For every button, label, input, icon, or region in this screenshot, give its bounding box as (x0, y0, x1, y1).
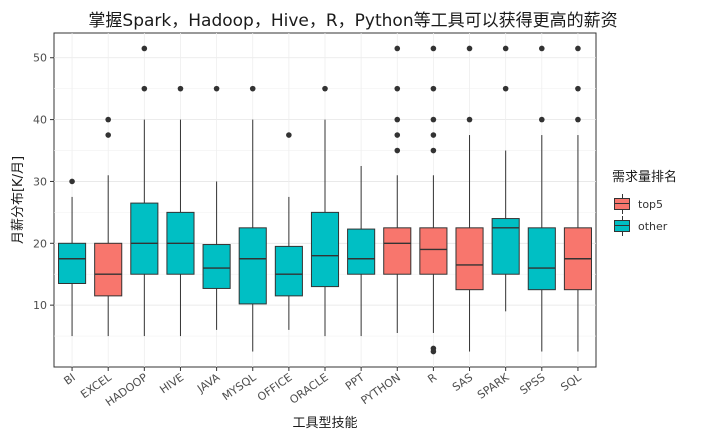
box-mysql (238, 227, 267, 305)
legend: 需求量排名 top5 other (612, 166, 706, 237)
x-tick-label: BI (61, 371, 77, 388)
x-tick-label: SPSS (517, 371, 547, 397)
box-ppt (347, 228, 376, 275)
legend-title: 需求量排名 (612, 170, 678, 185)
outlier-point (539, 116, 545, 123)
x-tick-label: HIVE (157, 371, 186, 397)
x-tick-label: SQL (558, 370, 584, 394)
legend-label-top5: top5 (638, 197, 664, 211)
outlier-point (141, 45, 148, 52)
outlier-point (213, 85, 220, 92)
box-sas (455, 227, 484, 291)
outlier-point (430, 85, 437, 92)
y-tick-label: 40 (33, 114, 47, 127)
outlier-point (322, 85, 328, 92)
box-java (202, 244, 231, 289)
x-tick-label: MYSQL (220, 370, 259, 403)
x-tick-label: JAVA (194, 371, 223, 396)
outlier-point (394, 116, 401, 123)
legend-key-top5 (612, 194, 632, 214)
chart-title: 掌握Spark，Hadoop，Hive，R，Python等工具可以获得更高的薪资 (88, 11, 618, 31)
outlier-point (575, 85, 581, 92)
outlier-point (286, 132, 292, 138)
x-axis-title: 工具型技能 (292, 416, 357, 431)
x-tick-label: PYTHON (359, 371, 403, 407)
outlier-point (394, 147, 401, 154)
outlier-point (69, 178, 75, 185)
outlier-point (575, 45, 581, 52)
x-tick-label: PPT (343, 371, 367, 393)
x-tick-label: SPARK (475, 370, 512, 401)
y-tick-label: 50 (33, 52, 47, 65)
outlier-point (466, 116, 473, 123)
outlier-point (466, 45, 473, 52)
legend-label-other: other (638, 219, 668, 233)
box-bi (58, 242, 87, 284)
outlier-point (502, 45, 509, 52)
outlier-point (502, 85, 509, 92)
outlier-point (249, 85, 256, 92)
outlier-point (141, 85, 148, 92)
box-spss (527, 227, 556, 291)
outlier-point (539, 45, 545, 52)
x-tick-label: R (425, 371, 439, 386)
box-python (383, 227, 412, 275)
outlier-point (394, 132, 401, 138)
x-tick-label: ORACLE (287, 371, 330, 407)
box-spark (491, 218, 520, 275)
x-tick-label: SAS (450, 371, 475, 394)
outlier-point (430, 345, 437, 352)
box-hadoop (130, 202, 159, 275)
outlier-point (430, 147, 437, 154)
y-tick-label: 30 (33, 175, 47, 188)
legend-key-other (612, 216, 632, 236)
outlier-point (105, 116, 111, 123)
box-office (274, 245, 303, 297)
y-tick-label: 20 (33, 237, 47, 250)
y-axis-title: 月薪分布[K/月] (11, 156, 26, 244)
outlier-point (105, 132, 111, 138)
outlier-point (430, 45, 437, 52)
y-tick-label: 10 (33, 299, 47, 312)
legend-item-top5: top5 (612, 193, 706, 215)
outlier-point (394, 85, 401, 92)
legend-item-other: other (612, 215, 706, 237)
outlier-point (430, 116, 437, 123)
box-r (419, 227, 448, 275)
outlier-point (430, 132, 437, 138)
outlier-point (394, 45, 401, 52)
outlier-point (177, 85, 184, 92)
outlier-point (575, 116, 581, 123)
box-excel (94, 242, 123, 297)
box-oracle (310, 211, 340, 288)
